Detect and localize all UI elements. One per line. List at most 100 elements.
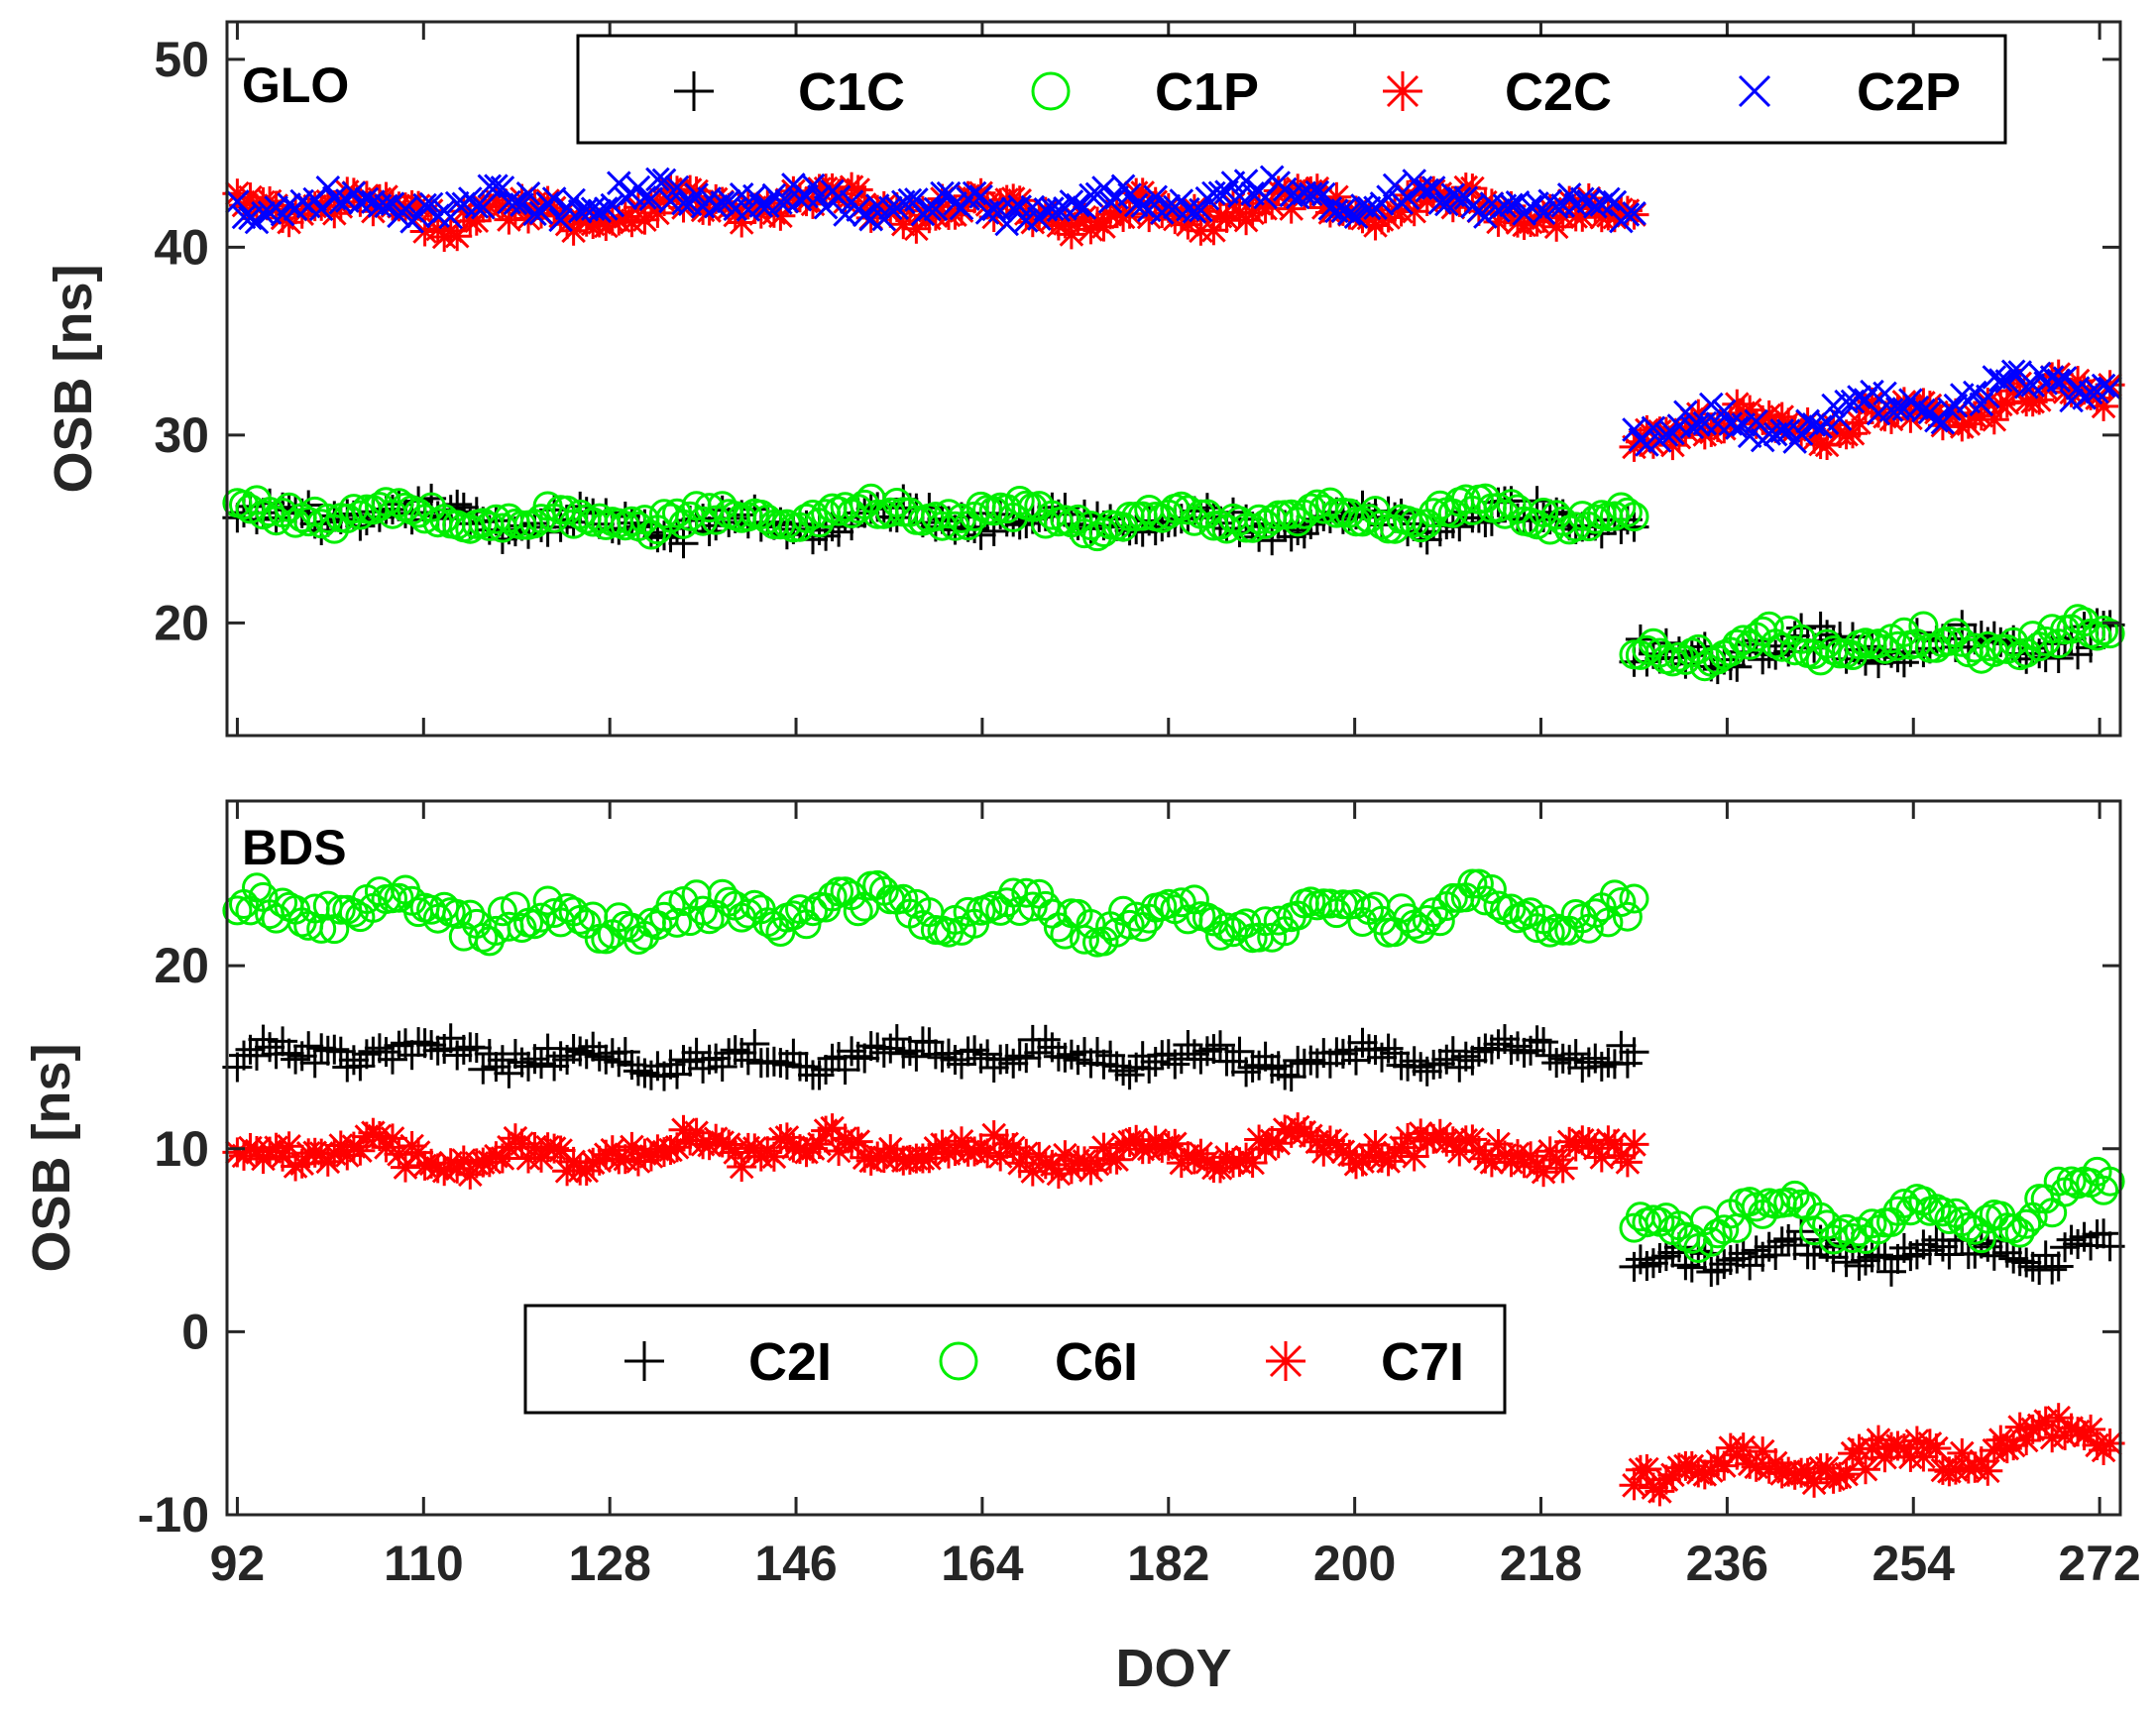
point-c2i — [2043, 1251, 2074, 1282]
point-c2p — [354, 186, 380, 212]
point-c2p — [510, 192, 534, 217]
point-c2p — [923, 196, 949, 222]
point-c7i — [817, 1113, 848, 1144]
point-c2p — [1834, 389, 1859, 414]
point-c2p — [632, 184, 657, 210]
point-c2i — [1179, 1039, 1209, 1070]
point-c2i — [526, 1049, 556, 1080]
point-c1p — [2095, 619, 2125, 649]
point-c2i — [1347, 1027, 1378, 1058]
x-tick-label: 200 — [1313, 1536, 1396, 1591]
point-c2i — [681, 1037, 712, 1068]
x-tick-label: 92 — [210, 1536, 266, 1591]
point-c2i — [416, 1030, 447, 1061]
legend-label-c2p: C2P — [1857, 62, 1961, 122]
point-c6i — [1205, 920, 1235, 951]
point-c2i — [571, 1039, 602, 1070]
point-c2c — [2095, 370, 2125, 400]
point-c2p — [1724, 415, 1750, 440]
point-c2p — [1685, 411, 1711, 437]
point-c6i — [1412, 905, 1442, 935]
point-c2i — [1754, 1231, 1784, 1262]
point-c1c — [668, 528, 699, 559]
point-c1p — [610, 511, 640, 541]
point-c1p — [1276, 499, 1306, 529]
point-c2i — [1276, 1062, 1306, 1092]
point-c1p — [978, 496, 1009, 526]
point-c2i — [1431, 1044, 1462, 1075]
point-c2p — [2052, 366, 2078, 391]
x-tick-label: 254 — [1872, 1536, 1956, 1591]
point-c2p — [768, 190, 793, 215]
point-c2i — [701, 1043, 732, 1074]
point-c1p — [1612, 497, 1643, 527]
x-tick-label: 110 — [384, 1536, 464, 1591]
point-c2i — [513, 1051, 543, 1082]
point-c2i — [1888, 1232, 1919, 1263]
point-c6i — [455, 899, 486, 930]
legend-entry-c7i: C7I — [1266, 1332, 1464, 1392]
point-c2i — [960, 1035, 990, 1066]
point-c1c — [1257, 525, 1288, 556]
legend-entry-c2c: C2C — [1383, 62, 1612, 122]
point-c2i — [662, 1059, 692, 1089]
point-c1p — [1882, 630, 1913, 661]
bds-panel: -10 0 10 20 92 110 128 146 164 182 200 218 236 254 27… — [22, 799, 2141, 1698]
point-c2i — [268, 1026, 298, 1057]
point-c6i — [1476, 874, 1507, 904]
point-c2p — [328, 189, 354, 215]
point-c2p — [503, 190, 528, 216]
point-c1p — [617, 506, 647, 536]
point-c2i — [1818, 1242, 1849, 1273]
point-c2p — [1827, 406, 1853, 431]
point-c2p — [2098, 376, 2122, 401]
bds-x-ticks: 92 110 128 146 164 182 200 218 236 254 272 — [210, 801, 2141, 1591]
point-c2p — [1795, 408, 1820, 434]
point-c6i — [222, 895, 253, 926]
point-c2i — [319, 1034, 350, 1065]
point-c2i — [345, 1051, 376, 1082]
point-c2i — [1437, 1036, 1468, 1067]
point-c2p — [930, 180, 955, 206]
point-c6i — [1966, 1223, 1996, 1254]
point-c2p — [1078, 182, 1103, 208]
point-c2p — [1427, 190, 1453, 215]
legend-label-c2c: C2C — [1505, 62, 1612, 122]
point-c2p — [1499, 192, 1524, 218]
point-c2p — [2091, 373, 2116, 399]
point-c2i — [1741, 1235, 1771, 1266]
point-c2p — [606, 171, 631, 196]
point-c2p — [251, 200, 276, 226]
point-c2i — [487, 1045, 517, 1076]
point-c2i — [1296, 1045, 1326, 1076]
point-c2i — [1876, 1256, 1906, 1287]
bds-panel-label: BDS — [242, 820, 347, 875]
point-c6i — [1612, 901, 1643, 932]
point-c2p — [1885, 396, 1910, 421]
point-c2i — [338, 1045, 369, 1076]
point-c1p — [345, 500, 376, 530]
point-c2i — [1638, 1248, 1668, 1279]
point-c2i — [1231, 1057, 1262, 1087]
point-c2i — [500, 1039, 530, 1069]
point-c2i — [1270, 1060, 1301, 1090]
point-c7i — [1831, 1459, 1862, 1490]
point-c2i — [901, 1041, 932, 1072]
point-c2i — [1509, 1037, 1539, 1068]
point-c6i — [843, 896, 873, 927]
point-c2i — [1606, 1030, 1637, 1061]
point-c2p — [464, 194, 490, 219]
point-c1p — [1302, 489, 1332, 519]
point-c2i — [1522, 1025, 1552, 1056]
point-c1p — [1722, 629, 1753, 659]
y-tick-label: 40 — [154, 219, 209, 275]
point-c2p — [1473, 204, 1498, 229]
point-c2p — [1143, 184, 1169, 210]
legend-glyph-c2i — [624, 1341, 664, 1381]
legend-marker-c1c — [674, 71, 714, 111]
point-c2i — [1380, 1038, 1411, 1069]
point-c6i — [1424, 906, 1455, 937]
x-tick-label: 236 — [1686, 1536, 1768, 1591]
legend-entry-c2p: C2P — [1738, 62, 1961, 122]
